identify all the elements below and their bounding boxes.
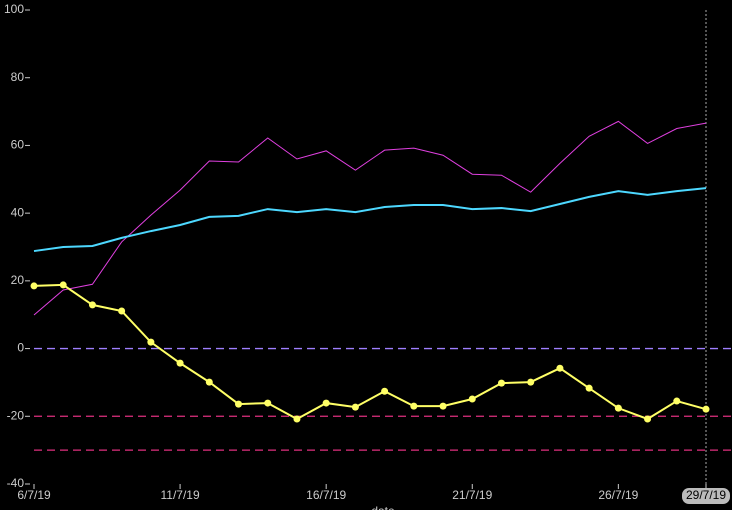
point	[147, 338, 155, 346]
point	[468, 395, 476, 403]
point	[322, 399, 330, 407]
point	[556, 364, 564, 372]
x-axis-label: date	[371, 504, 395, 510]
series-line	[33, 187, 707, 253]
point	[585, 384, 593, 392]
series-line	[33, 283, 707, 421]
point	[527, 378, 535, 386]
x-tick-label: 29/7/19	[686, 488, 726, 502]
point	[293, 415, 301, 423]
point	[351, 403, 359, 411]
x-tick-label: 11/7/19	[161, 488, 200, 502]
point	[614, 404, 622, 412]
point	[30, 282, 38, 290]
y-tick-label: 0	[17, 341, 24, 355]
y-tick-label: 60	[11, 138, 25, 152]
y-tick-label: 80	[11, 70, 25, 84]
x-tick-label: 21/7/19	[452, 488, 492, 502]
y-tick-label: 20	[11, 273, 25, 287]
point	[176, 359, 184, 367]
point	[118, 307, 126, 315]
point	[59, 281, 67, 289]
point	[235, 400, 243, 408]
y-tick-label: -20	[7, 408, 25, 422]
point	[205, 378, 213, 386]
y-tick-label: 100	[4, 2, 24, 16]
y-tick-label: -40	[7, 476, 25, 490]
x-tick-label: 16/7/19	[306, 488, 346, 502]
point	[88, 301, 96, 309]
point	[673, 397, 681, 405]
point	[644, 415, 652, 423]
point	[497, 379, 505, 387]
y-tick-label: 40	[11, 205, 25, 219]
x-tick-label: 26/7/19	[598, 488, 638, 502]
point	[410, 402, 418, 410]
cursor-label-box	[682, 488, 730, 504]
point	[264, 399, 272, 407]
series-line	[33, 120, 707, 316]
point	[702, 405, 710, 413]
point	[381, 387, 389, 395]
point	[439, 402, 447, 410]
x-tick-label: 6/7/19	[17, 488, 51, 502]
